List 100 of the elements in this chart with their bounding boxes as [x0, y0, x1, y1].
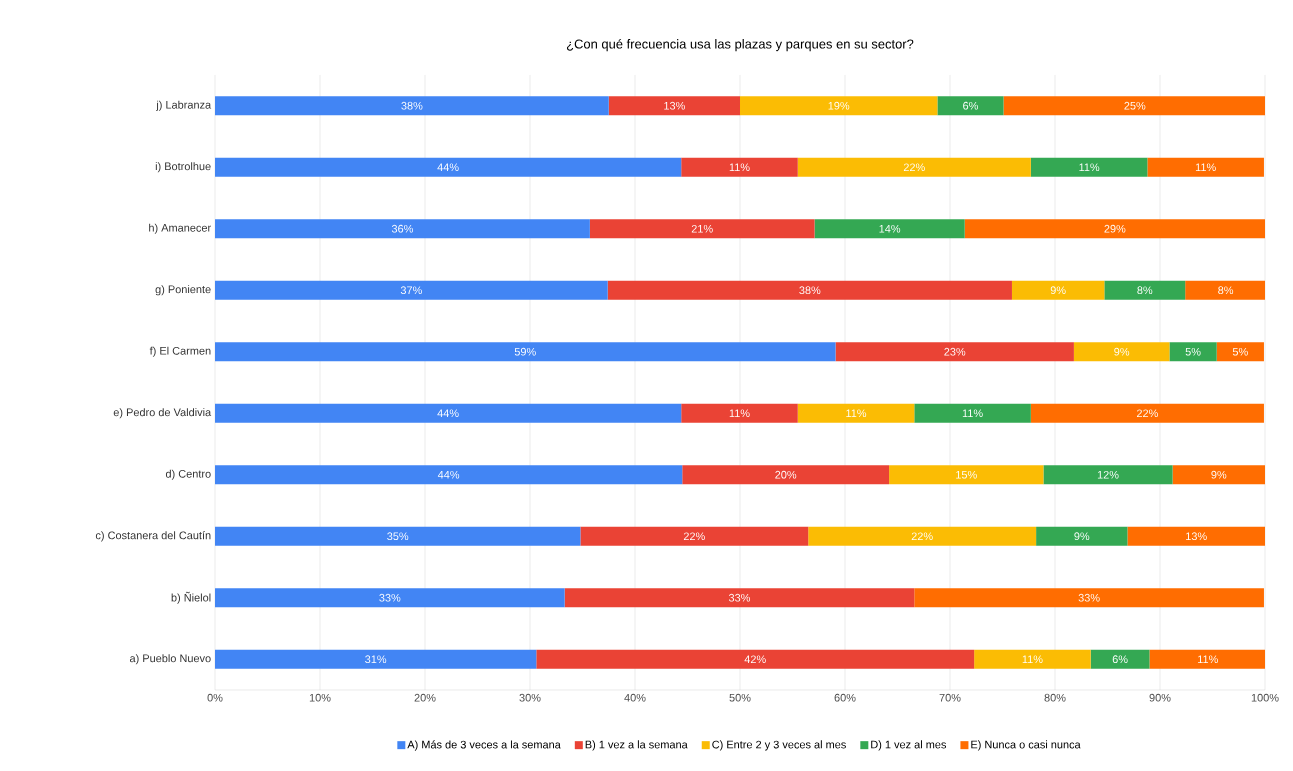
x-tick-label: 20%: [414, 693, 436, 702]
bar: [914, 588, 1264, 608]
data-label: 38%: [799, 286, 821, 295]
data-label: 29%: [1104, 224, 1126, 233]
data-label: 12%: [1097, 470, 1119, 479]
data-label: 25%: [1124, 101, 1146, 110]
y-tick-label: a) Pueblo Nuevo: [129, 654, 211, 665]
bar: [1090, 649, 1150, 669]
data-label: 37%: [400, 286, 422, 295]
bar: [580, 526, 809, 546]
data-label: 59%: [514, 347, 536, 356]
data-label: 22%: [903, 163, 925, 172]
x-tick-label: 90%: [1149, 693, 1171, 702]
bar: [1149, 649, 1265, 669]
bar: [215, 157, 682, 177]
bar: [797, 157, 1031, 177]
bar: [914, 403, 1031, 423]
data-label: 31%: [365, 655, 387, 664]
x-tick-label: 10%: [309, 693, 331, 702]
data-label: 22%: [1136, 409, 1158, 418]
bar: [814, 219, 965, 239]
bar: [1104, 280, 1186, 300]
bar: [215, 280, 608, 300]
x-tick-label: 80%: [1044, 693, 1066, 702]
data-label: 5%: [1185, 347, 1201, 356]
x-tick-label: 50%: [729, 693, 751, 702]
data-label: 6%: [963, 101, 978, 110]
y-tick-label: e) Pedro de Valdivia: [113, 408, 212, 419]
data-label: 36%: [391, 224, 413, 233]
data-label: 38%: [401, 101, 423, 110]
data-label: 11%: [1022, 655, 1043, 664]
data-label: 42%: [744, 655, 766, 664]
data-label: 11%: [1079, 163, 1100, 172]
x-tick-label: 40%: [624, 693, 646, 702]
bar: [964, 219, 1265, 239]
y-tick-label: h) Amanecer: [149, 223, 211, 234]
x-tick-label: 100%: [1251, 693, 1279, 702]
data-label: 11%: [1198, 655, 1218, 664]
data-label: 9%: [1211, 470, 1227, 479]
data-label: 11%: [729, 163, 750, 172]
y-tick-label: d) Centro: [165, 469, 211, 480]
bar: [215, 526, 581, 546]
bar: [589, 219, 815, 239]
data-label: 11%: [846, 409, 867, 418]
bar: [1036, 526, 1128, 546]
legend-label: C) Entre 2 y 3 veces al mes: [712, 740, 846, 751]
bar: [1169, 342, 1217, 362]
data-label: 8%: [1218, 286, 1234, 295]
bar: [889, 465, 1044, 485]
bar: [1043, 465, 1173, 485]
y-tick-label: i) Botrolhue: [155, 162, 211, 173]
data-label: 33%: [728, 593, 751, 602]
data-label: 11%: [1195, 163, 1216, 172]
y-tick-label: f) El Carmen: [149, 346, 211, 357]
legend-label: A) Más de 3 veces a la semana: [407, 740, 561, 751]
bar: [835, 342, 1074, 362]
data-label: 19%: [828, 101, 850, 110]
bar: [607, 280, 1012, 300]
bar: [1147, 157, 1264, 177]
data-label: 33%: [1078, 593, 1100, 602]
legend-label: B) 1 vez a la semana: [585, 740, 688, 751]
bar: [681, 403, 798, 423]
x-tick-label: 30%: [519, 693, 541, 702]
bar: [215, 649, 537, 669]
data-label: 11%: [962, 409, 983, 418]
y-tick-label: g) Poniente: [155, 285, 211, 296]
bar: [215, 342, 836, 362]
legend-label: E) Nunca o casi nunca: [971, 740, 1081, 751]
data-label: 6%: [1112, 655, 1128, 664]
bar: [564, 588, 915, 608]
bar: [215, 219, 590, 239]
bar: [1185, 280, 1265, 300]
x-tick-label: 0%: [207, 693, 223, 702]
x-tick-label: 60%: [834, 693, 856, 702]
bar: [1127, 526, 1265, 546]
data-label: 14%: [879, 224, 901, 233]
bar: [1172, 465, 1265, 485]
y-tick-label: j) Labranza: [156, 100, 212, 111]
bar: [797, 403, 915, 423]
data-label: 21%: [691, 224, 713, 233]
bar: [681, 157, 798, 177]
data-label: 22%: [911, 532, 933, 541]
bar: [215, 588, 565, 608]
data-label: 20%: [775, 470, 797, 479]
legend-label: D) 1 vez al mes: [871, 740, 947, 751]
data-label: 9%: [1074, 532, 1090, 541]
bar: [1073, 342, 1170, 362]
chart-title: ¿Con qué frecuencia usa las plazas y parques en su sector?: [566, 38, 914, 52]
data-label: 13%: [664, 101, 685, 110]
bar: [1030, 157, 1148, 177]
bar: [608, 96, 740, 116]
bar: [974, 649, 1091, 669]
data-label: 9%: [1114, 347, 1130, 356]
bar: [740, 96, 938, 116]
data-label: 9%: [1050, 286, 1066, 295]
bar: [1003, 96, 1265, 116]
data-label: 44%: [437, 470, 460, 479]
data-label: 35%: [387, 532, 409, 541]
data-label: 11%: [729, 409, 750, 418]
bar: [1030, 403, 1264, 423]
